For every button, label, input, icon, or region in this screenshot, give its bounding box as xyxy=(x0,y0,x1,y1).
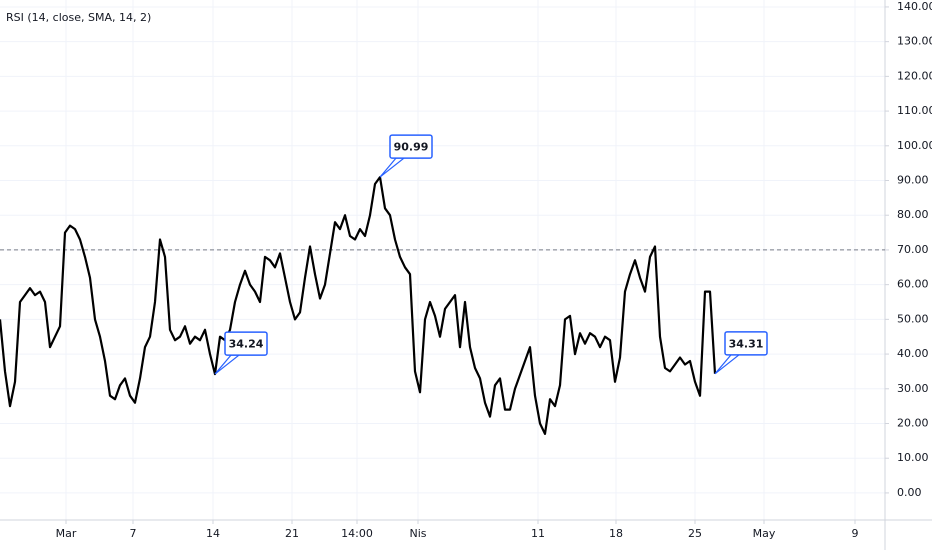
y-tick-label: 130.00 xyxy=(897,35,932,48)
y-tick-label: 140.00 xyxy=(897,0,932,13)
y-tick-label: 120.00 xyxy=(897,69,932,82)
x-tick-label: Nis xyxy=(409,527,426,540)
x-tick-label: May xyxy=(753,527,776,540)
x-tick-label: 21 xyxy=(285,527,299,540)
y-tick-label: 80.00 xyxy=(897,208,929,221)
annotation-label: 34.24 xyxy=(229,338,264,351)
x-tick-label: Mar xyxy=(56,527,77,540)
chart-title: RSI (14, close, SMA, 14, 2) xyxy=(6,11,151,24)
y-tick-label: 90.00 xyxy=(897,174,929,187)
x-tick-label: 14:00 xyxy=(341,527,373,540)
y-tick-label: 100.00 xyxy=(897,139,932,152)
x-tick-label: 14 xyxy=(206,527,220,540)
annotation-box xyxy=(724,331,768,356)
annotation-label: 34.31 xyxy=(729,337,764,350)
annotation-box xyxy=(224,331,268,356)
x-tick-label: 18 xyxy=(609,527,623,540)
annotation-label: 90.99 xyxy=(394,141,429,154)
x-tick-label: 25 xyxy=(688,527,702,540)
y-tick-label: 0.00 xyxy=(897,486,922,499)
y-tick-label: 60.00 xyxy=(897,278,929,291)
y-tick-label: 40.00 xyxy=(897,347,929,360)
x-tick-label: 11 xyxy=(531,527,545,540)
y-tick-label: 30.00 xyxy=(897,382,929,395)
y-tick-label: 110.00 xyxy=(897,104,932,117)
rsi-line xyxy=(0,176,717,435)
y-tick-label: 50.00 xyxy=(897,312,929,325)
annotation-box xyxy=(389,134,433,159)
x-tick-label: 7 xyxy=(130,527,137,540)
x-tick-label: 9 xyxy=(852,527,859,540)
grid xyxy=(0,0,885,520)
y-tick-label: 70.00 xyxy=(897,243,929,256)
y-tick-label: 20.00 xyxy=(897,416,929,429)
y-tick-label: 10.00 xyxy=(897,451,929,464)
